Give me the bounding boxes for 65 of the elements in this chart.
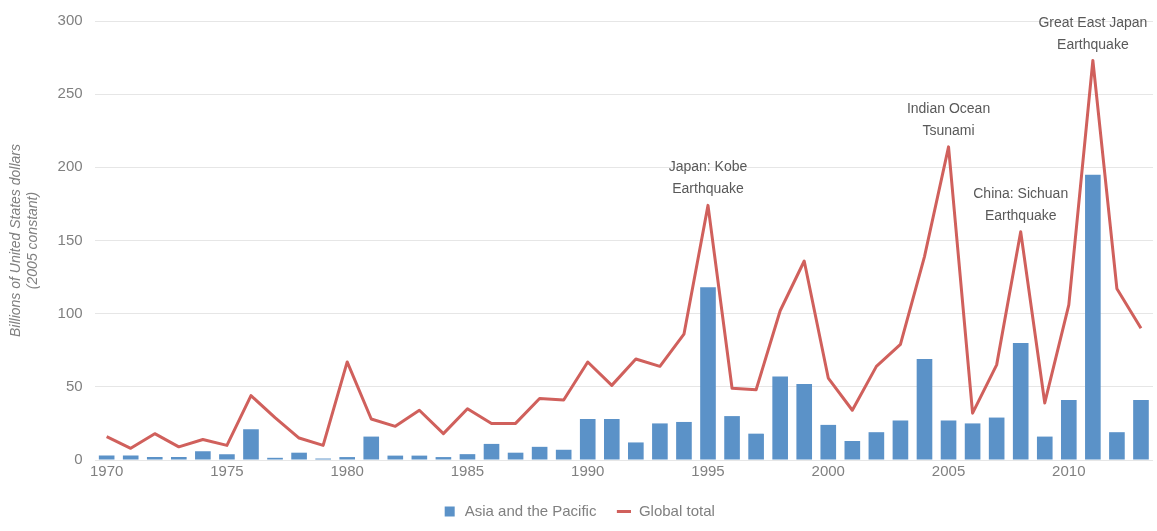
legend-label: Global total [638, 501, 715, 519]
bar [219, 454, 235, 460]
bar [435, 457, 452, 460]
bar [339, 457, 356, 460]
x-tick-label: 1995 [691, 462, 725, 480]
bar [363, 436, 380, 460]
bar [603, 419, 620, 460]
bar [1133, 400, 1149, 460]
bar [387, 455, 404, 460]
bar [724, 416, 740, 460]
bar [940, 420, 957, 460]
y-tick-label: 250 [57, 84, 83, 102]
bar [748, 433, 764, 460]
x-tick-label: 2005 [931, 462, 966, 480]
bar [988, 417, 1005, 460]
x-tick-label: 1975 [210, 462, 244, 480]
bar [916, 359, 933, 460]
bar [195, 451, 211, 460]
y-tick-label: 200 [57, 157, 83, 175]
bar [796, 383, 813, 460]
bar [892, 420, 909, 460]
bar [483, 443, 500, 460]
x-tick-label: 1985 [450, 462, 485, 480]
bar [700, 287, 716, 460]
y-tick-label: 300 [57, 11, 83, 29]
bar [507, 452, 524, 460]
bar [411, 455, 428, 460]
bar [1012, 342, 1029, 460]
bar [1109, 432, 1125, 460]
bar [146, 457, 163, 460]
bar [555, 449, 572, 460]
bar [868, 432, 885, 460]
bar [459, 454, 476, 460]
bar [579, 419, 596, 460]
bar [531, 446, 548, 460]
x-tick-label: 2010 [1052, 462, 1086, 480]
bar [652, 423, 668, 460]
y-axis-title: Billions of United States dollars (2005 constant) [7, 144, 41, 337]
bar [964, 423, 981, 460]
bar [243, 429, 259, 460]
bar [820, 424, 837, 460]
y-tick-label: 150 [57, 230, 83, 248]
x-tick-label: 1990 [571, 462, 605, 480]
y-tick-label: 100 [57, 303, 83, 321]
annotation: Great East Japan Earthquake [1038, 13, 1148, 52]
x-tick-label: 2000 [811, 462, 845, 480]
y-tick-label: 0 [74, 450, 83, 468]
annotation: China: Sichuan Earthquake [973, 184, 1069, 223]
bar [122, 455, 139, 460]
y-tick-label: 50 [65, 376, 83, 394]
bar [291, 452, 307, 460]
annotation: Indian Ocean Tsunami [906, 99, 991, 138]
bar [676, 421, 692, 460]
bar [772, 376, 788, 460]
bar [1036, 436, 1053, 460]
bar [98, 455, 115, 460]
x-tick-label: 1970 [89, 462, 124, 480]
annotation: Japan: Kobe Earthquake [668, 158, 748, 197]
bar [1060, 400, 1077, 460]
legend-label: Asia and the Pacific [464, 501, 597, 519]
bar [628, 442, 644, 460]
bar [1085, 174, 1101, 460]
bar [171, 457, 187, 460]
bar [844, 440, 861, 460]
x-tick-label: 1980 [330, 462, 364, 480]
